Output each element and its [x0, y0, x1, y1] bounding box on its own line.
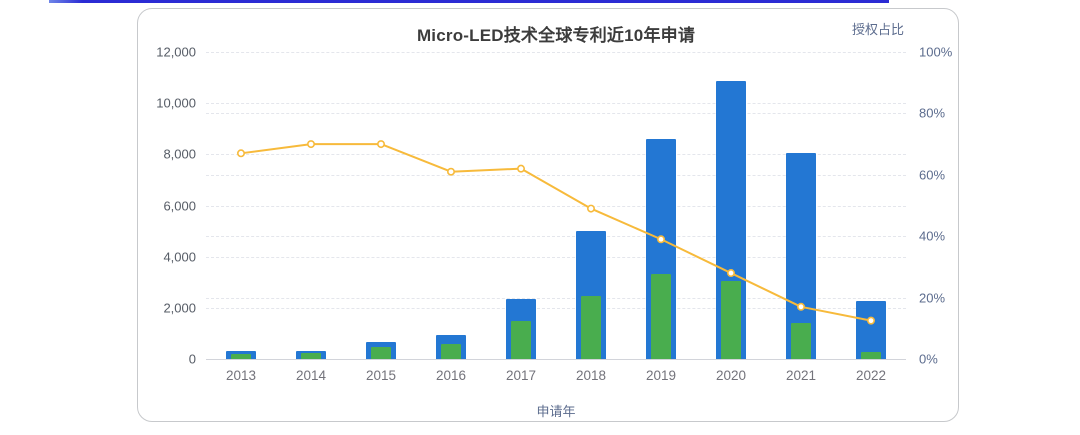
right-axis-tick-40%: 40% [919, 228, 946, 244]
right-axis-tick-0%: 0% [919, 351, 938, 367]
bar-applications-granted-2014[interactable] [301, 353, 321, 359]
bar-applications-granted-2015[interactable] [371, 347, 391, 359]
bar-applications-granted-2016[interactable] [441, 343, 461, 359]
bar-applications-granted-2019[interactable] [651, 274, 671, 359]
left-axis-tick-2,000: 2,000 [163, 300, 196, 316]
x-axis-title: 申请年 [536, 404, 576, 419]
x-axis-tick-2018: 2018 [575, 368, 607, 383]
plot-area[interactable] [206, 52, 906, 360]
right-axis-tick-60%: 60% [919, 167, 946, 183]
bar-applications-granted-2021[interactable] [791, 323, 811, 359]
left-axis-tick-4,000: 4,000 [163, 249, 196, 265]
left-axis-tick-8,000: 8,000 [163, 146, 196, 162]
grant-ratio-line [236, 140, 875, 325]
x-axis-tick-2019: 2019 [645, 368, 677, 383]
grant-ratio-polyline [240, 143, 872, 322]
grant-ratio-point-2014[interactable] [307, 140, 316, 149]
x-axis-tick-2014: 2014 [295, 368, 327, 383]
gridline-left-axis [206, 103, 906, 105]
gridline-left-axis [206, 307, 906, 309]
bar-applications-granted-2022[interactable] [861, 351, 881, 359]
grant-ratio-point-2017[interactable] [516, 164, 525, 173]
x-axis-tick-2015: 2015 [365, 368, 397, 383]
grant-ratio-point-2016[interactable] [447, 167, 456, 176]
grant-ratio-point-2018[interactable] [586, 204, 595, 213]
grant-ratio-point-2021[interactable] [796, 302, 805, 311]
bar-applications-granted-2013[interactable] [231, 353, 251, 359]
left-axis-tick-12,000: 12,000 [156, 44, 196, 60]
gridline-right-axis [206, 236, 906, 238]
bar-applications-granted-2020[interactable] [721, 281, 741, 359]
bar-applications-granted-2017[interactable] [511, 321, 531, 359]
top-accent-line [49, 0, 889, 3]
gridline-left-axis [206, 52, 906, 53]
grant-ratio-point-2022[interactable] [866, 316, 875, 325]
gridline-right-axis [206, 297, 906, 299]
chart-card: Micro-LED技术全球专利近10年申请 授权占比 0 2,000 4,000 6,… [137, 8, 959, 422]
grant-ratio-point-2015[interactable] [377, 140, 386, 149]
x-axis-tick-2013: 2013 [225, 368, 257, 383]
left-axis-tick-10,000: 10,000 [156, 95, 196, 111]
x-axis-tick-2021: 2021 [785, 368, 817, 383]
right-axis-tick-100%: 100% [919, 44, 953, 60]
chart-title: Micro-LED技术全球专利近10年申请 [416, 26, 696, 45]
x-axis-tick-2017: 2017 [505, 368, 537, 383]
x-axis-line [206, 359, 906, 360]
right-axis-title: 授权占比 [851, 22, 904, 37]
grant-ratio-point-2019[interactable] [656, 235, 665, 244]
gridline-right-axis [206, 174, 906, 176]
grant-ratio-point-2013[interactable] [236, 149, 245, 158]
right-axis-tick-20%: 20% [919, 290, 946, 306]
gridline-left-axis [206, 256, 906, 258]
x-axis-tick-2022: 2022 [855, 368, 887, 383]
bar-applications-granted-2018[interactable] [581, 295, 601, 359]
x-axis-tick-2016: 2016 [435, 368, 467, 383]
grant-ratio-point-2020[interactable] [726, 269, 735, 278]
gridline-left-axis [206, 205, 906, 207]
gridline-right-axis [206, 113, 906, 115]
left-axis-tick-6,000: 6,000 [163, 198, 196, 213]
right-axis-tick-80%: 80% [919, 105, 946, 121]
bar-applications-total-2022[interactable] [856, 301, 886, 359]
left-axis-tick-0: 0 [188, 351, 196, 367]
gridline-left-axis [206, 154, 906, 156]
x-axis-tick-2020: 2020 [715, 368, 747, 383]
